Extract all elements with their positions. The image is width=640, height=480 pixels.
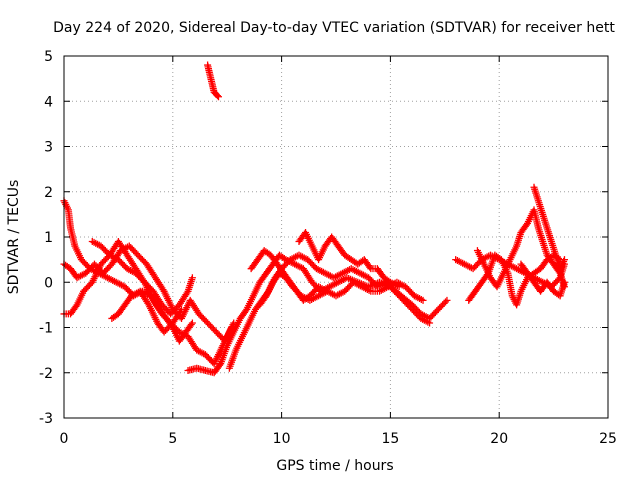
data-series [465,251,564,309]
y-tick-label: 1 [44,230,53,246]
data-point-marker [366,263,374,271]
y-tick-label: -2 [39,366,53,382]
data-series [256,269,331,309]
y-axis-label: SDTVAR / TECUs [6,180,22,295]
data-series-group [60,61,568,377]
x-axis-label: GPS time / hours [276,458,393,474]
data-point-marker [323,287,331,295]
y-tick-label: 0 [44,275,53,291]
y-tick-label: 3 [44,140,53,156]
data-point-marker [560,278,568,286]
y-tick-label: -1 [39,321,53,337]
data-point-marker [560,256,568,264]
grid-lines [64,56,608,418]
data-point-marker [188,319,196,327]
data-point-marker [395,283,403,291]
data-point-marker [213,92,221,100]
data-series [108,287,186,336]
axis-ticks [63,55,609,419]
data-series [473,206,568,291]
y-tick-label: 4 [44,94,53,110]
data-series [225,251,434,372]
data-point-marker [178,305,186,313]
tick-labels: 0 5 10 15 20 25 -3 -2 -1 0 1 2 3 4 5 [39,49,617,447]
x-tick-label: 5 [168,431,177,447]
data-point-marker [188,274,196,282]
x-tick-label: 10 [273,431,291,447]
y-tick-label: -3 [39,411,53,427]
data-series [204,61,222,101]
x-tick-label: 0 [60,431,69,447]
data-point-marker [426,319,434,327]
data-point-marker [216,361,224,369]
data-series [530,183,568,273]
data-point-marker [419,296,427,304]
data-series [60,238,236,368]
data-point-marker [214,93,222,101]
data-series [517,260,568,300]
data-point-marker [443,296,451,304]
data-series [88,238,196,318]
x-tick-label: 15 [381,431,399,447]
data-point-marker [442,298,450,306]
x-tick-label: 20 [490,431,508,447]
x-tick-label: 25 [599,431,617,447]
y-tick-label: 5 [44,49,53,65]
chart-title: Day 224 of 2020, Sidereal Day-to-day VTE… [53,20,615,36]
data-series [295,228,403,291]
y-tick-label: 2 [44,185,53,201]
data-point-marker [187,320,195,328]
